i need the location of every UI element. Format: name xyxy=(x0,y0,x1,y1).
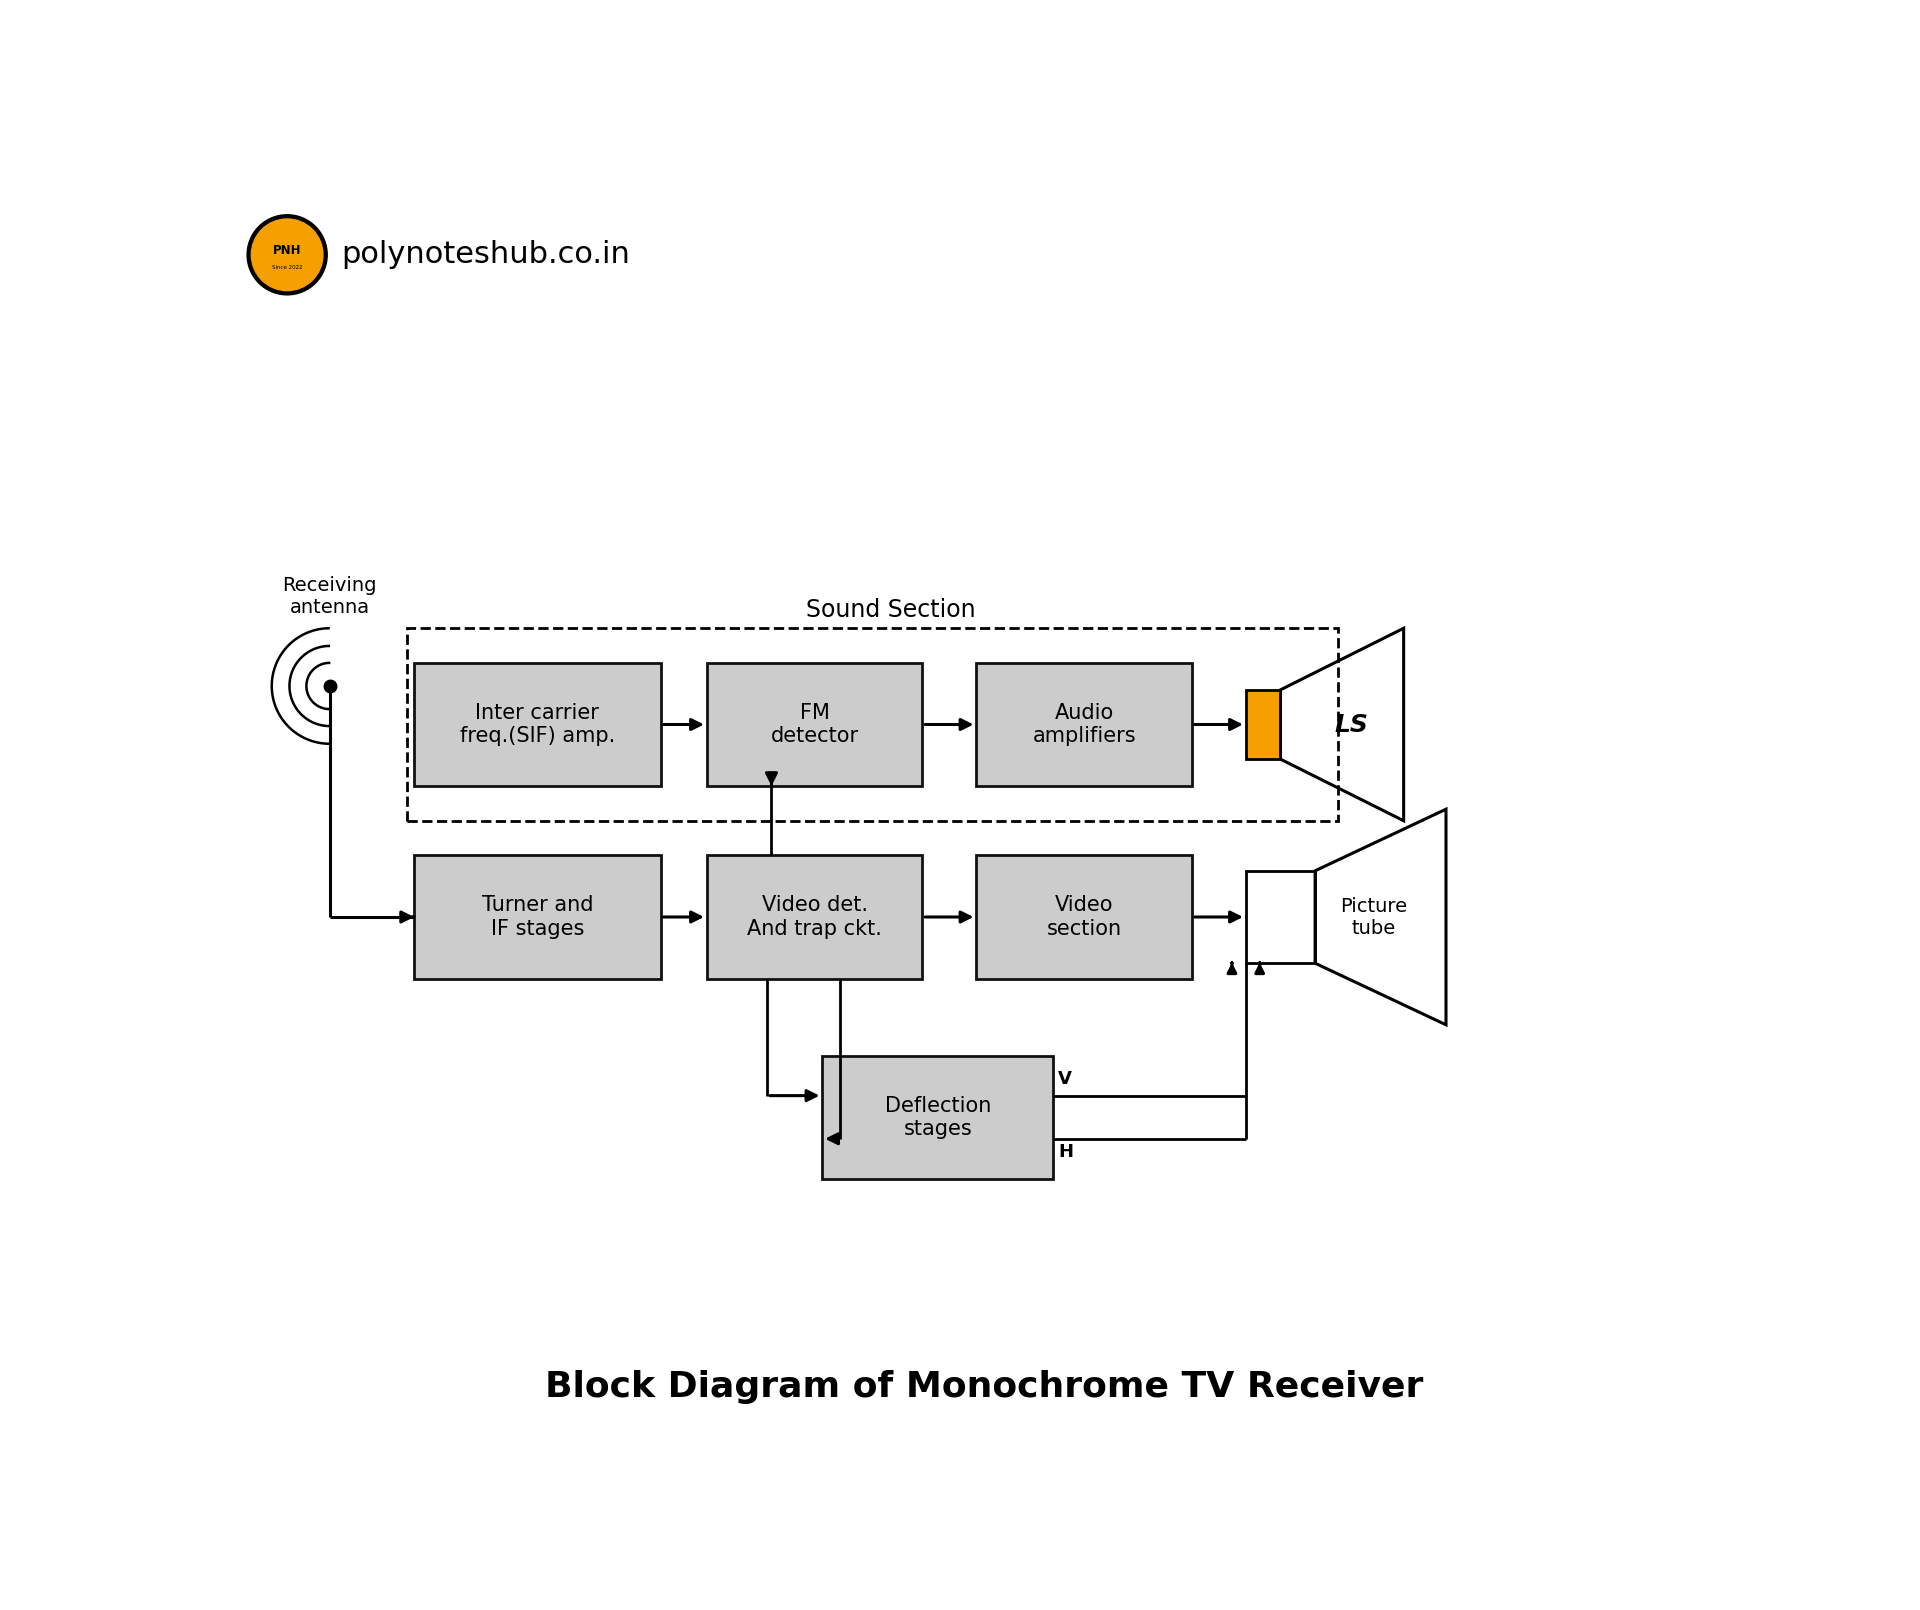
Text: LS: LS xyxy=(1334,713,1369,736)
Text: V: V xyxy=(1058,1071,1071,1088)
Text: H: H xyxy=(1058,1143,1073,1161)
Bar xyxy=(822,1056,1054,1179)
Text: Video
section: Video section xyxy=(1046,895,1121,939)
Text: Inter carrier
freq.(SIF) amp.: Inter carrier freq.(SIF) amp. xyxy=(459,704,614,745)
Text: Receiving
antenna: Receiving antenna xyxy=(282,576,376,617)
Text: Since 2022: Since 2022 xyxy=(273,264,303,269)
Bar xyxy=(975,663,1192,786)
Text: Picture
tube: Picture tube xyxy=(1340,897,1407,937)
Circle shape xyxy=(248,214,326,295)
Text: Block Diagram of Monochrome TV Receiver: Block Diagram of Monochrome TV Receiver xyxy=(545,1370,1423,1404)
Text: Turner and
IF stages: Turner and IF stages xyxy=(482,895,593,939)
Text: FM
detector: FM detector xyxy=(770,704,858,745)
Bar xyxy=(975,855,1192,979)
Bar xyxy=(1246,689,1281,760)
Circle shape xyxy=(252,219,323,290)
Bar xyxy=(707,663,922,786)
Text: Deflection
stages: Deflection stages xyxy=(885,1095,991,1138)
Text: Video det.
And trap ckt.: Video det. And trap ckt. xyxy=(747,895,881,939)
Text: polynoteshub.co.in: polynoteshub.co.in xyxy=(342,240,630,269)
Bar xyxy=(407,628,1338,821)
Bar xyxy=(415,663,660,786)
Text: Audio
amplifiers: Audio amplifiers xyxy=(1033,704,1137,745)
Bar xyxy=(1246,871,1315,963)
Text: Sound Section: Sound Section xyxy=(806,597,975,621)
Text: PNH: PNH xyxy=(273,243,301,256)
Bar xyxy=(707,855,922,979)
Bar xyxy=(415,855,660,979)
